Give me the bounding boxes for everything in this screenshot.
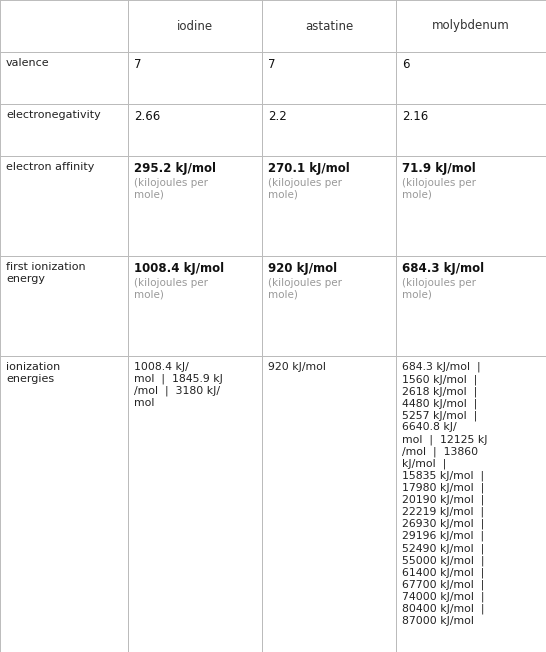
Text: 1008.4 kJ/
mol  |  1845.9 kJ
/mol  |  3180 kJ/
mol: 1008.4 kJ/ mol | 1845.9 kJ /mol | 3180 k… <box>134 362 223 408</box>
Text: 6: 6 <box>402 58 410 71</box>
Text: 270.1 kJ/mol: 270.1 kJ/mol <box>268 162 350 175</box>
Text: 684.3 kJ/mol  |
1560 kJ/mol  |
2618 kJ/mol  |
4480 kJ/mol  |
5257 kJ/mol  |
6640: 684.3 kJ/mol | 1560 kJ/mol | 2618 kJ/mol… <box>402 362 488 626</box>
Text: 920 kJ/mol: 920 kJ/mol <box>268 362 326 372</box>
Text: 2.16: 2.16 <box>402 110 428 123</box>
Text: 684.3 kJ/mol: 684.3 kJ/mol <box>402 262 484 275</box>
Text: 7: 7 <box>134 58 142 71</box>
Text: (kilojoules per
mole): (kilojoules per mole) <box>134 278 209 299</box>
Text: (kilojoules per
mole): (kilojoules per mole) <box>134 178 209 200</box>
Text: first ionization
energy: first ionization energy <box>6 262 86 284</box>
Text: molybdenum: molybdenum <box>432 20 510 33</box>
Text: 1008.4 kJ/mol: 1008.4 kJ/mol <box>134 262 224 275</box>
Text: 2.66: 2.66 <box>134 110 161 123</box>
Text: valence: valence <box>6 58 50 68</box>
Text: iodine: iodine <box>177 20 213 33</box>
Text: (kilojoules per
mole): (kilojoules per mole) <box>402 178 476 200</box>
Text: 7: 7 <box>268 58 276 71</box>
Text: 71.9 kJ/mol: 71.9 kJ/mol <box>402 162 476 175</box>
Text: astatine: astatine <box>305 20 353 33</box>
Text: electronegativity: electronegativity <box>6 110 101 120</box>
Text: 295.2 kJ/mol: 295.2 kJ/mol <box>134 162 216 175</box>
Text: ionization
energies: ionization energies <box>6 362 60 383</box>
Text: (kilojoules per
mole): (kilojoules per mole) <box>268 278 342 299</box>
Text: 2.2: 2.2 <box>268 110 287 123</box>
Text: (kilojoules per
mole): (kilojoules per mole) <box>268 178 342 200</box>
Text: 920 kJ/mol: 920 kJ/mol <box>268 262 337 275</box>
Text: electron affinity: electron affinity <box>6 162 94 172</box>
Text: (kilojoules per
mole): (kilojoules per mole) <box>402 278 476 299</box>
